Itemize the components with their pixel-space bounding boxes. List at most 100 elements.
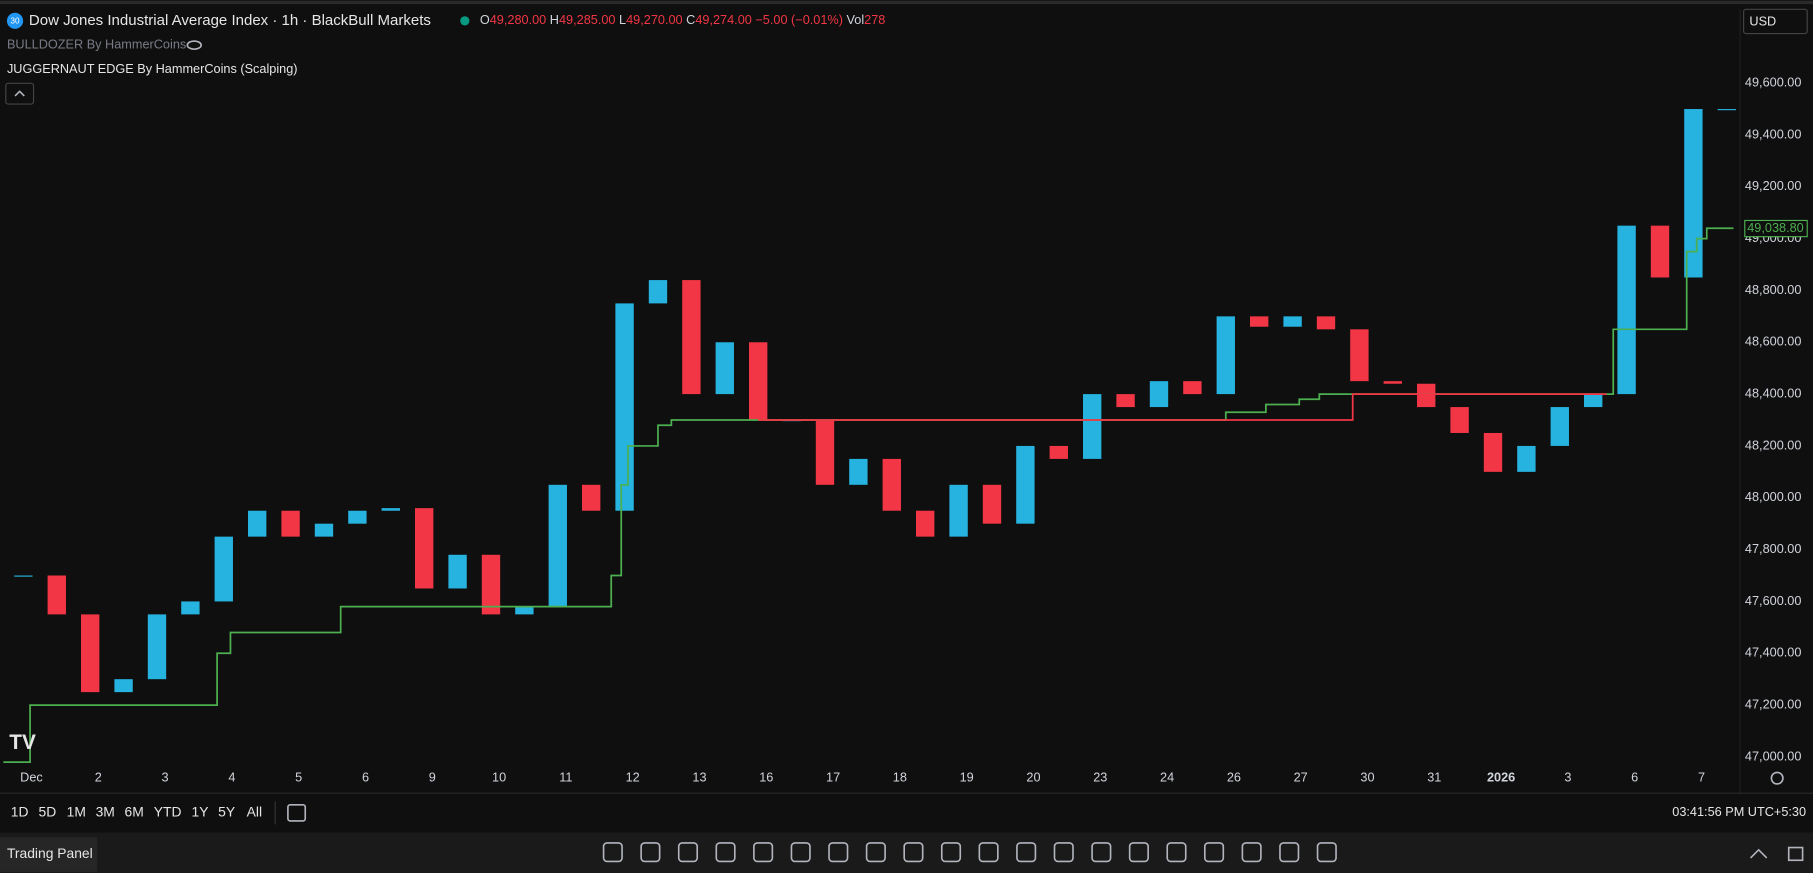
x-tick-label: 13: [692, 770, 706, 785]
candle: [1183, 381, 1202, 395]
candle: [47, 575, 66, 615]
candle: [1483, 432, 1503, 472]
candle: [548, 484, 567, 607]
candle: [949, 484, 968, 537]
y-tick-label: 47,800.00: [1745, 541, 1802, 556]
range-button[interactable]: 1Y: [192, 804, 209, 820]
x-tick-label: 3: [162, 770, 169, 785]
last-value-label: 49,038.80: [1747, 220, 1804, 235]
indicator-name[interactable]: BULLDOZER By HammerCoins: [7, 36, 186, 51]
currency-label: USD: [1749, 13, 1776, 28]
indicator-name[interactable]: JUGGERNAUT EDGE By HammerCoins (Scalping…: [7, 61, 298, 76]
candle: [1083, 394, 1102, 459]
tool-icon[interactable]: [1091, 842, 1112, 863]
tool-icon[interactable]: [1241, 842, 1262, 863]
candle: [1584, 394, 1603, 408]
x-tick-label: 24: [1160, 770, 1174, 785]
tool-icon[interactable]: [865, 842, 886, 863]
maximize-icon[interactable]: [1787, 846, 1804, 862]
y-tick-label: 48,200.00: [1745, 437, 1802, 452]
candle: [882, 458, 901, 511]
ohlc-key: O: [480, 12, 490, 27]
ohlc-value: 49,270.00: [626, 12, 683, 27]
step-line: [3, 227, 1734, 763]
x-tick-label: 27: [1294, 770, 1308, 785]
tool-icon[interactable]: [602, 842, 623, 863]
date-range-icon[interactable]: [287, 803, 307, 822]
candle: [114, 679, 133, 693]
candle: [1283, 316, 1302, 327]
candle: [515, 606, 534, 615]
tool-icon[interactable]: [1204, 842, 1225, 863]
x-tick-label: 7: [1698, 770, 1705, 785]
range-button[interactable]: 5D: [39, 804, 57, 820]
tool-icon[interactable]: [640, 842, 661, 863]
candle: [749, 342, 768, 421]
range-button[interactable]: 3M: [96, 804, 115, 820]
x-tick-label: 6: [362, 770, 369, 785]
collapse-panel-icon[interactable]: [1749, 848, 1768, 859]
tool-icon[interactable]: [903, 842, 924, 863]
candle: [916, 510, 935, 537]
range-button[interactable]: 5Y: [218, 804, 235, 820]
range-button[interactable]: All: [247, 804, 262, 820]
x-tick-label: 11: [559, 770, 572, 785]
ohlc-value: 49,280.00: [490, 12, 547, 27]
x-tick-label: 17: [826, 770, 840, 785]
tool-icon[interactable]: [1166, 842, 1187, 863]
candle: [1517, 445, 1536, 472]
candle: [1316, 316, 1336, 330]
y-tick-label: 49,200.00: [1745, 178, 1802, 193]
x-tick-label: 18: [893, 770, 907, 785]
currency-button[interactable]: [1743, 8, 1808, 35]
candle: [1650, 225, 1670, 278]
range-bar: 1D 5D 1M 3M 6M YTD 1Y 5Y All: [11, 804, 262, 820]
candle: [348, 510, 367, 524]
tool-icon[interactable]: [1053, 842, 1074, 863]
candle: [214, 536, 233, 602]
tool-icon[interactable]: [828, 842, 849, 863]
symbol-badge[interactable]: [6, 12, 24, 29]
candle: [682, 280, 701, 395]
tool-icon[interactable]: [978, 842, 999, 863]
candle: [80, 614, 100, 693]
x-tick-label: 5: [295, 770, 302, 785]
settings-icon[interactable]: [1770, 771, 1784, 785]
trading-panel-label: Trading Panel: [7, 845, 93, 861]
y-tick-label: 48,800.00: [1745, 282, 1802, 297]
hide-icon[interactable]: [186, 40, 202, 50]
tool-icon[interactable]: [715, 842, 736, 863]
candle: [849, 458, 868, 485]
ohlc-value: 49,274.00 −5.00 (−0.01%): [695, 12, 843, 27]
range-button[interactable]: 6M: [124, 804, 143, 820]
symbol-title[interactable]: Dow Jones Industrial Average Index · 1h …: [29, 12, 431, 29]
tool-icon[interactable]: [1279, 842, 1300, 863]
tool-icon[interactable]: [940, 842, 962, 863]
candle: [1617, 225, 1636, 395]
y-tick-label: 47,000.00: [1745, 748, 1802, 763]
candle: [1216, 316, 1235, 395]
candle: [1417, 383, 1436, 408]
plot: [3, 109, 1736, 763]
tool-icon[interactable]: [1016, 842, 1037, 863]
y-tick-label: 49,400.00: [1745, 126, 1802, 141]
tool-icon[interactable]: [753, 842, 774, 863]
x-tick-label: 12: [626, 770, 640, 785]
y-tick-label: 49,600.00: [1745, 74, 1802, 89]
collapse-button[interactable]: [5, 82, 35, 105]
range-button[interactable]: 1D: [11, 804, 29, 820]
range-button[interactable]: 1M: [67, 804, 86, 820]
range-button[interactable]: YTD: [154, 804, 182, 820]
tool-icon[interactable]: [790, 842, 811, 863]
tool-icon[interactable]: [1128, 842, 1149, 863]
candle: [1149, 381, 1169, 408]
trading-panel-tab[interactable]: [0, 837, 98, 872]
candle: [314, 523, 334, 537]
candle: [815, 420, 835, 485]
logo: TV: [9, 731, 36, 754]
y-tick-label: 47,600.00: [1745, 593, 1802, 608]
x-tick-label: 20: [1026, 770, 1040, 785]
tool-icon[interactable]: [1316, 842, 1337, 863]
tool-icon[interactable]: [677, 842, 699, 863]
